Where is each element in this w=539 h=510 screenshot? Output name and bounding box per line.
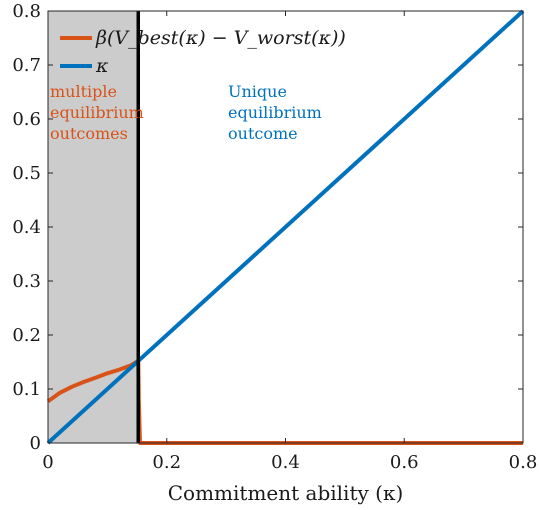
- annotation-unique-equilibrium: Unique equilibrium outcome: [228, 82, 322, 143]
- annotation-multiple-equilibrium: multiple equilibrium outcomes: [50, 82, 144, 143]
- legend-label-series-0: β(V_best(κ) − V_worst(κ)): [95, 27, 346, 49]
- y-tick-label: 0.7: [12, 55, 41, 76]
- y-tick-label: 0.1: [12, 379, 41, 400]
- y-tick-label: 0: [30, 433, 41, 454]
- multiple-equilibrium-region: [48, 11, 139, 443]
- annotation-line: Unique: [228, 82, 287, 101]
- annotation-line: outcome: [228, 124, 298, 143]
- annotation-line: equilibrium: [228, 103, 322, 122]
- x-tick-label: 0.8: [509, 452, 538, 473]
- annotation-line: multiple: [50, 82, 117, 101]
- ticks-layer: 0 0.2 0.4 0.6 0.8 0 0.1 0.2 0.3 0.4 0.5 0.6 0.7 0.8: [12, 1, 537, 473]
- y-tick-label: 0.3: [12, 271, 41, 292]
- x-tick-label: 0.4: [271, 452, 300, 473]
- legend: β(V_best(κ) − V_worst(κ)) κ: [60, 27, 346, 77]
- annotation-line: outcomes: [50, 124, 128, 143]
- x-tick-label: 0: [42, 452, 53, 473]
- y-tick-label: 0.4: [12, 217, 41, 238]
- series-line-1: [46, 9, 525, 445]
- y-tick-label: 0.8: [12, 1, 41, 22]
- y-tick-label: 0.6: [12, 109, 41, 130]
- annotation-line: equilibrium: [50, 103, 144, 122]
- y-tick-label: 0.2: [12, 325, 41, 346]
- x-axis-label: Commitment ability (κ): [168, 481, 404, 505]
- legend-label-series-1: κ: [95, 55, 109, 77]
- x-tick-label: 0.2: [152, 452, 181, 473]
- x-tick-label: 0.6: [390, 452, 419, 473]
- y-tick-label: 0.5: [12, 163, 41, 184]
